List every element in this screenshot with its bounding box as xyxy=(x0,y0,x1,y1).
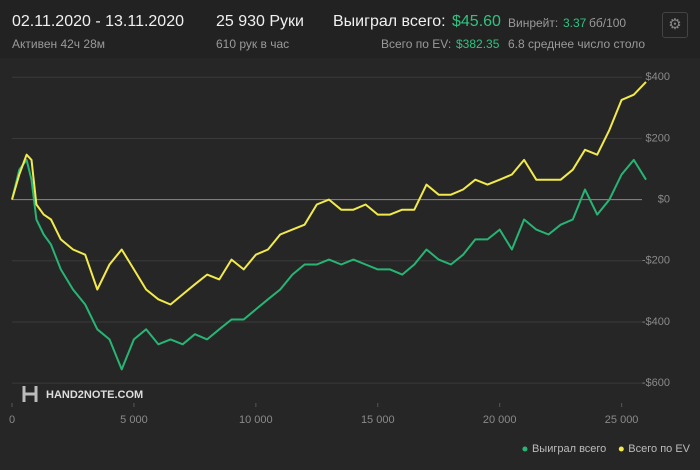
hands-rate: 610 рук в час xyxy=(216,37,290,51)
won-label: Выиграл всего: xyxy=(333,13,446,30)
y-tick-label: -$200 xyxy=(642,255,670,267)
y-tick-label: -$400 xyxy=(642,316,670,328)
ev-label: Всего по EV: xyxy=(381,37,452,51)
settings-button[interactable]: ⚙ xyxy=(662,12,688,38)
tables: 6.8 среднее число столо xyxy=(508,37,646,51)
legend-swatch xyxy=(618,446,624,452)
x-tick-label: 10 000 xyxy=(239,414,273,426)
x-tick-label: 5 000 xyxy=(120,414,148,426)
x-tick-label: 20 000 xyxy=(483,414,517,426)
x-tick-label: 15 000 xyxy=(361,414,395,426)
winrate-unit: бб/100 xyxy=(589,16,627,30)
legend-label: Всего по EV xyxy=(628,443,690,455)
x-tick-label: 25 000 xyxy=(605,414,639,426)
series-line xyxy=(11,81,647,306)
won-value: $45.60 xyxy=(452,13,501,30)
y-tick-label: $0 xyxy=(658,194,670,206)
legend-swatch xyxy=(522,446,528,452)
series-line xyxy=(11,158,647,371)
hands: 25 930 Руки xyxy=(216,13,304,30)
y-tick-label: $400 xyxy=(646,71,670,83)
header: 02.11.2020 - 13.11.2020 Активен 42ч 28м … xyxy=(0,0,700,58)
winrate-label: Винрейт: xyxy=(508,16,559,30)
watermark-logo-mark xyxy=(22,386,38,402)
active-time: Активен 42ч 28м xyxy=(12,37,105,51)
y-tick-label: -$600 xyxy=(642,377,670,389)
dates: 02.11.2020 - 13.11.2020 xyxy=(12,13,184,30)
ev-value: $382.35 xyxy=(456,37,500,51)
watermark: HAND2NOTE.COM xyxy=(46,389,143,401)
x-tick-label: 0 xyxy=(9,414,15,426)
legend-label: Выиграл всего xyxy=(532,443,606,455)
winrate-value: 3.37 xyxy=(563,16,587,30)
y-tick-label: $200 xyxy=(646,132,670,144)
